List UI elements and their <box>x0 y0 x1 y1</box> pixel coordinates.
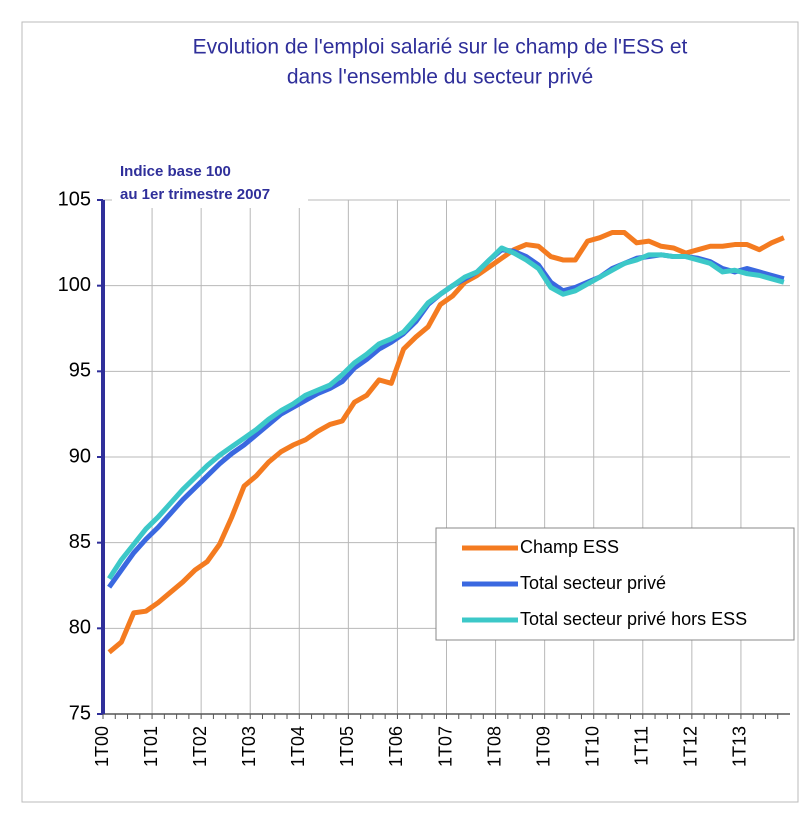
x-tick-label: 1T06 <box>386 726 406 767</box>
y-axis-label: au 1er trimestre 2007 <box>120 186 270 203</box>
y-tick-label: 85 <box>69 531 91 553</box>
y-tick-label: 80 <box>69 617 91 639</box>
chart-title: dans l'ensemble du secteur privé <box>287 66 593 89</box>
y-tick-label: 105 <box>58 188 91 210</box>
x-tick-label: 1T12 <box>681 726 701 767</box>
x-tick-label: 1T09 <box>533 726 553 767</box>
x-tick-label: 1T02 <box>190 726 210 767</box>
label-background <box>112 160 308 208</box>
legend-label: Total secteur privé <box>520 573 666 593</box>
chart-title: Evolution de l'emploi salarié sur le cha… <box>193 36 688 59</box>
x-tick-label: 1T10 <box>582 726 602 767</box>
y-tick-label: 95 <box>69 360 91 382</box>
x-tick-label: 1T03 <box>239 726 259 767</box>
x-tick-label: 1T13 <box>730 726 750 767</box>
y-tick-label: 90 <box>69 445 91 467</box>
series-line <box>107 245 785 581</box>
series-line <box>107 230 785 655</box>
x-tick-label: 1T05 <box>337 726 357 767</box>
x-tick-label: 1T00 <box>92 726 112 767</box>
legend-label: Champ ESS <box>520 537 619 557</box>
x-tick-label: 1T04 <box>288 726 308 767</box>
y-axis-label: Indice base 100 <box>120 163 231 180</box>
x-tick-label: 1T11 <box>632 726 652 766</box>
x-tick-label: 1T08 <box>484 726 504 767</box>
legend-label: Total secteur privé hors ESS <box>520 609 747 629</box>
y-tick-label: 75 <box>69 702 91 724</box>
y-tick-label: 100 <box>58 274 91 296</box>
chart-frame <box>21 21 799 803</box>
x-tick-label: 1T07 <box>435 726 455 767</box>
x-tick-label: 1T01 <box>141 726 161 767</box>
